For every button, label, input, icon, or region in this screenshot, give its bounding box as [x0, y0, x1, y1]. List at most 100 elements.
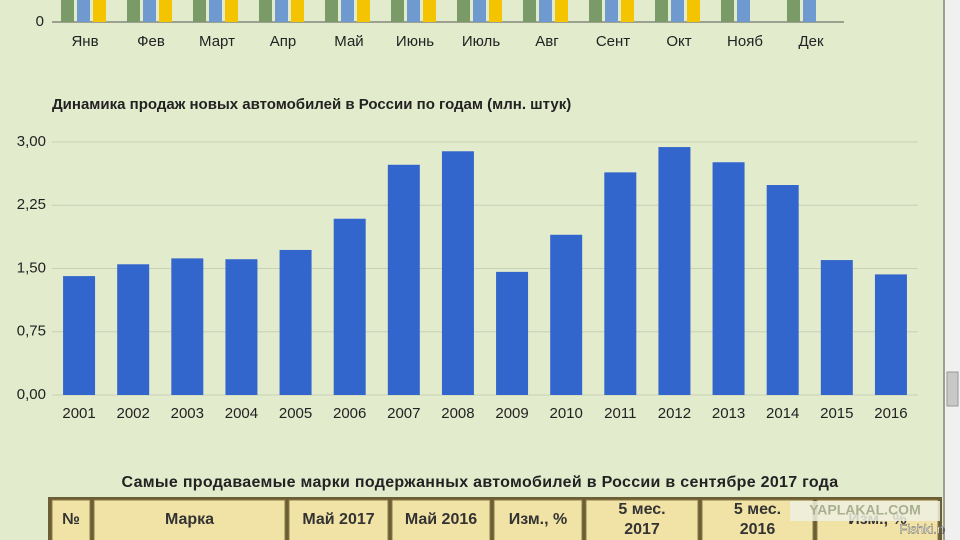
x-tick-label: Июнь	[396, 33, 434, 50]
x-tick-label: 2016	[874, 405, 907, 422]
bar	[117, 264, 150, 395]
cropped-bar	[655, 0, 668, 22]
x-tick-label: Нояб	[727, 33, 763, 50]
cropped-bar	[621, 0, 634, 22]
x-tick-label: Май	[334, 33, 363, 50]
header-cell-text: Май 2017	[302, 511, 374, 528]
x-tick-label: 2009	[495, 405, 528, 422]
cropped-monthly-bars	[61, 0, 816, 22]
y-tick-label: 3,00	[17, 133, 46, 150]
bar	[171, 258, 204, 395]
cropped-bar	[143, 0, 156, 22]
y-tick-label: 0,00	[17, 386, 46, 403]
bar	[225, 259, 258, 395]
cropped-bar	[721, 0, 734, 22]
cropped-bar	[193, 0, 206, 22]
scrollbar-thumb[interactable]	[946, 371, 959, 407]
header-cell	[585, 499, 699, 540]
cropped-bar	[291, 0, 304, 22]
header-cell	[51, 499, 91, 540]
x-tick-label: 2012	[658, 405, 691, 422]
x-tick-label: 2004	[225, 405, 258, 422]
bar	[279, 249, 312, 395]
header-cell-text: 5 мес. 2016	[734, 501, 781, 538]
header-cell-text: №	[62, 511, 80, 528]
y-tick-label: 0,75	[17, 323, 46, 340]
header-cell-text: Изм., %	[509, 511, 567, 528]
header-cell	[93, 499, 286, 540]
x-tick-label: Фев	[137, 33, 165, 50]
cropped-bar	[523, 0, 536, 22]
x-tick-label: 2014	[766, 405, 799, 422]
cropped-bar	[259, 0, 272, 22]
x-tick-label: 2013	[712, 405, 745, 422]
cropped-bar	[457, 0, 470, 22]
cropped-bar	[605, 0, 618, 22]
table-title: Самые продаваемые марки подержанных авто…	[122, 474, 839, 491]
x-tick-label: 2005	[279, 405, 312, 422]
bar	[820, 260, 853, 395]
cropped-bar	[209, 0, 222, 22]
header-cell-text: Май 2016	[405, 511, 477, 528]
bar	[333, 218, 366, 395]
x-tick-label: Март	[199, 33, 235, 50]
cropped-bar	[407, 0, 420, 22]
x-tick-label: Сент	[596, 33, 630, 50]
y-tick-label: 0	[36, 13, 44, 30]
watermark: Fishki.net	[899, 521, 955, 536]
bar	[766, 185, 799, 395]
watermark: YAPLAKAL.COM	[809, 502, 921, 518]
cropped-bar	[341, 0, 354, 22]
x-tick-label: 2011	[604, 405, 636, 422]
cropped-bar	[787, 0, 800, 22]
bar	[604, 172, 637, 395]
x-tick-label: Янв	[71, 33, 98, 50]
header-cell-text: Марка	[165, 511, 214, 528]
x-tick-label: 2010	[550, 405, 583, 422]
x-tick-label: Авг	[535, 33, 559, 50]
cropped-bar	[423, 0, 436, 22]
x-tick-label: Дек	[798, 33, 824, 50]
bar	[63, 276, 96, 395]
scrollbar[interactable]	[945, 0, 960, 540]
bar	[550, 234, 583, 395]
cropped-bar	[687, 0, 700, 22]
x-tick-label: 2015	[820, 405, 853, 422]
y-tick-label: 1,50	[17, 259, 46, 276]
x-tick-label: 2008	[441, 405, 474, 422]
cropped-bar	[473, 0, 486, 22]
chart-title: Динамика продаж новых автомобилей в Росс…	[52, 96, 571, 113]
bar	[387, 164, 420, 395]
cropped-bar	[803, 0, 816, 22]
header-cell	[493, 499, 583, 540]
cropped-bar	[93, 0, 106, 22]
x-tick-label: 2003	[171, 405, 204, 422]
x-tick-label: 2001	[62, 405, 95, 422]
x-tick-label: 2007	[387, 405, 420, 422]
cropped-bar	[589, 0, 602, 22]
cropped-bar	[325, 0, 338, 22]
cropped-bar	[225, 0, 238, 22]
cropped-bar	[357, 0, 370, 22]
y-tick-label: 2,25	[17, 196, 46, 213]
bar	[874, 274, 907, 395]
cropped-bar	[275, 0, 288, 22]
x-tick-label: Июль	[462, 33, 500, 50]
cropped-bar	[77, 0, 90, 22]
bar	[712, 162, 745, 395]
bar	[658, 147, 691, 395]
cropped-bar	[539, 0, 552, 22]
x-tick-label: Апр	[270, 33, 296, 50]
cropped-bar	[61, 0, 74, 22]
bar	[441, 151, 474, 395]
cropped-bar	[737, 0, 750, 22]
x-tick-label: 2006	[333, 405, 366, 422]
cropped-bar	[489, 0, 502, 22]
cropped-bar	[159, 0, 172, 22]
cropped-bar	[555, 0, 568, 22]
header-cell	[391, 499, 491, 540]
header-cell-text: 5 мес. 2017	[618, 501, 665, 538]
x-tick-label: Окт	[666, 33, 691, 50]
